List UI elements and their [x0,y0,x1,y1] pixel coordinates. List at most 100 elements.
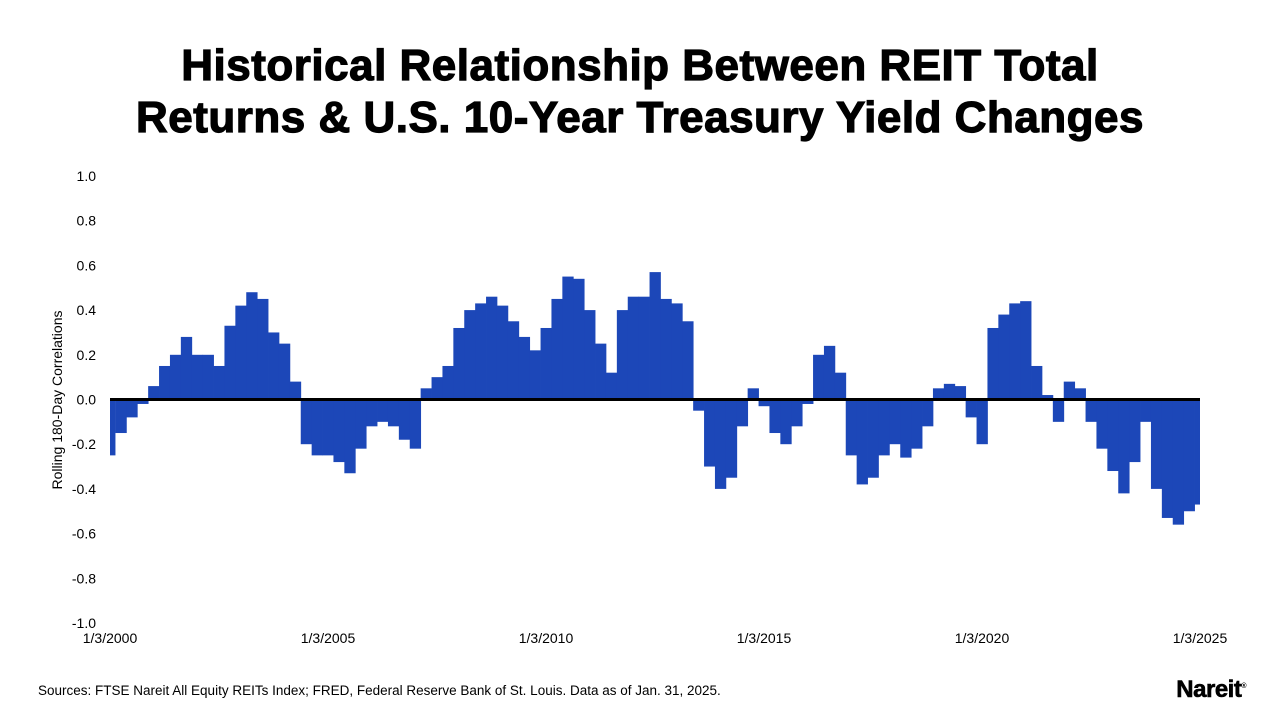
data-bar [878,399,890,456]
data-bar [115,399,127,434]
data-bar [1020,301,1032,400]
data-bar [540,327,552,400]
data-bar [1172,399,1185,525]
data-bar [1052,399,1065,422]
data-bar [289,381,302,400]
data-bar [943,383,956,400]
y-tick-label: 1.0 [77,168,97,184]
y-tick-label: 0.6 [77,257,97,273]
data-bar [1140,399,1152,422]
data-bar [769,399,781,434]
data-bar [110,399,116,456]
data-bar [507,321,520,400]
data-bar [529,350,541,400]
data-bar [1194,399,1200,505]
data-bar [398,399,411,440]
nareit-logo: Nareit® [1176,676,1246,704]
x-tick-label: 1/3/2005 [301,630,356,646]
data-bar [823,345,836,400]
data-bar [1150,399,1163,489]
x-tick-label: 1/3/2000 [83,630,138,646]
chart-title: Historical Relationship Between REIT Tot… [0,40,1280,144]
data-bar [278,343,291,400]
data-bar [333,399,345,463]
data-area [110,272,1200,525]
data-bar [213,365,225,400]
data-bar [605,372,618,400]
x-axis-ticks: 1/3/2000 1/3/2005 1/3/2010 1/3/2015 1/3/2020… [83,630,1228,646]
data-bar [736,399,749,427]
data-bar [442,365,454,400]
logo-text: Nareit [1176,676,1242,704]
data-bar [616,310,629,400]
data-bar [366,399,378,427]
data-bar [867,399,879,478]
data-bar [889,399,901,445]
data-bar [1096,399,1108,449]
data-bar [169,354,182,400]
data-bar [246,292,258,400]
y-tick-label: -0.2 [72,436,96,452]
data-bar [802,399,814,404]
data-bar [758,399,770,407]
data-bar [704,399,716,467]
data-bar [1041,395,1054,400]
data-bar [1118,399,1130,494]
data-bar [649,272,661,400]
data-bar [922,399,934,427]
data-bar [224,325,236,400]
data-bar [486,296,498,400]
data-bar [693,399,705,411]
data-bar [932,388,945,400]
data-bar [475,303,487,400]
data-bar [311,399,323,456]
data-bar [671,303,683,400]
data-bar [1161,399,1174,518]
x-tick-label: 1/3/2025 [1173,630,1228,646]
source-note: Sources: FTSE Nareit All Equity REITs In… [38,683,721,698]
data-bar [856,399,868,485]
data-bar [1009,303,1021,400]
data-bar [355,399,367,449]
data-bar [377,399,389,422]
data-bar [1129,399,1141,463]
data-bar [180,336,193,400]
data-bar [911,399,923,449]
data-bar [573,278,585,400]
data-bar [257,298,269,400]
data-bar [431,377,443,400]
data-bar [660,298,672,400]
data-bar [747,388,759,400]
data-bar [387,399,400,427]
data-bar [551,298,563,400]
data-bar [300,399,313,445]
y-axis-label: Rolling 180-Day Correlations [49,311,65,490]
data-bar [202,354,214,400]
chart-title-line-1: Historical Relationship Between REIT Tot… [181,40,1099,90]
data-bar [344,399,356,474]
data-bar [268,332,280,400]
data-bar [627,296,640,400]
data-bar [845,399,858,456]
data-bar [496,305,509,400]
data-bar [813,354,825,400]
data-bar [420,388,432,400]
data-bar [235,305,247,400]
y-axis-ticks: 1.0 0.8 0.6 0.4 0.2 0.0 -0.2 -0.4 -0.6 -0.8 -1.0 [72,168,96,631]
y-tick-label: -0.6 [72,526,96,542]
data-bar [791,399,803,427]
data-bar [1074,388,1086,400]
data-bar [1031,365,1043,400]
data-bar [126,399,138,418]
data-bar [682,321,694,400]
data-bar [998,314,1010,400]
data-bar [453,327,465,400]
data-bar [638,296,650,400]
data-bar [562,276,574,400]
data-bar [1063,381,1076,400]
data-bar [954,386,967,400]
y-tick-label: -0.8 [72,570,96,586]
data-bar [1183,399,1195,512]
data-bar [464,310,476,400]
